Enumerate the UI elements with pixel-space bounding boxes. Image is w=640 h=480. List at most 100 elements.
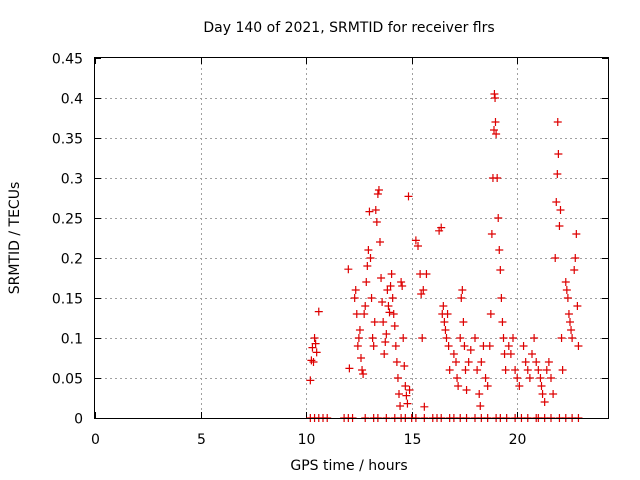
data-point-marker <box>314 307 323 316</box>
data-point-marker <box>564 310 573 318</box>
data-point-marker <box>381 338 390 346</box>
data-point-marker <box>556 206 565 214</box>
data-point-marker <box>553 118 562 126</box>
data-point-marker <box>493 174 502 182</box>
data-point-marker <box>306 376 315 385</box>
data-point-marker <box>461 366 470 374</box>
axis-ticks: 0 0.05 0.1 0.15 0.2 0.25 0.3 0.35 0.4 0.45 0 5 10 15 2… <box>52 52 608 448</box>
data-point-marker <box>558 366 567 374</box>
grid-lines <box>95 58 608 418</box>
data-point-marker <box>540 398 549 406</box>
data-point-marker <box>549 390 558 398</box>
data-point-marker <box>473 366 482 374</box>
data-point-marker <box>506 350 515 358</box>
data-point-marker <box>361 302 370 310</box>
x-tick-label: 20 <box>509 432 527 448</box>
data-point-marker <box>369 342 378 350</box>
data-point-marker <box>566 318 574 326</box>
data-point-marker <box>310 334 319 342</box>
data-point-marker <box>464 358 473 366</box>
data-point-marker <box>555 222 564 230</box>
data-point-marker <box>460 342 469 350</box>
data-point-marker <box>457 294 466 302</box>
data-point-marker <box>404 192 413 201</box>
data-point-marker <box>567 326 576 334</box>
data-point-marker <box>357 354 365 362</box>
data-point-marker <box>374 186 383 194</box>
data-point-marker <box>378 298 387 306</box>
data-point-marker <box>365 207 374 216</box>
data-point-marker <box>509 334 517 342</box>
y-tick-label: 0 <box>74 412 83 428</box>
data-point-marker <box>485 342 494 350</box>
data-point-marker <box>525 374 534 382</box>
data-point-marker <box>389 310 398 318</box>
data-point-marker <box>411 236 420 245</box>
data-point-marker <box>504 342 513 350</box>
data-point-marker <box>359 370 368 378</box>
data-point-marker <box>574 342 583 350</box>
data-point-marker <box>532 358 541 366</box>
data-point-marker <box>419 286 428 294</box>
data-point-marker <box>453 374 462 382</box>
data-point-marker <box>536 374 545 382</box>
data-point-marker <box>458 286 467 294</box>
data-point-marker <box>562 286 571 294</box>
data-point-marker <box>552 198 561 206</box>
data-point-marker <box>571 254 580 262</box>
y-tick-label: 0.45 <box>52 52 83 68</box>
data-point-marker <box>528 350 536 358</box>
data-point-marker <box>352 310 361 318</box>
data-point-marker <box>368 334 377 342</box>
data-point-marker <box>362 278 371 286</box>
data-point-marker <box>385 308 394 317</box>
data-point-marker <box>521 358 530 366</box>
data-point-marker <box>483 382 492 390</box>
data-point-marker <box>441 326 450 334</box>
data-point-marker <box>544 358 553 366</box>
data-point-marker <box>422 270 431 278</box>
data-point-marker <box>499 334 508 342</box>
data-point-marker <box>568 334 577 342</box>
data-point-marker <box>414 242 422 250</box>
y-tick-label: 0.1 <box>61 332 83 348</box>
data-point-marker <box>573 302 582 310</box>
y-tick-label: 0.4 <box>61 92 83 108</box>
data-point-marker <box>476 402 485 410</box>
data-point-marker <box>459 318 468 326</box>
data-point-marker <box>350 294 359 302</box>
data-point-marker <box>519 342 528 350</box>
data-point-marker <box>563 294 572 302</box>
data-point-marker <box>537 382 546 390</box>
data-point-marker <box>402 391 411 400</box>
data-point-marker <box>515 382 524 390</box>
data-point-marker <box>387 270 396 278</box>
x-tick-label: 10 <box>298 432 316 448</box>
data-point-marker <box>373 190 382 198</box>
data-point-marker <box>523 366 532 374</box>
data-point-marker <box>370 318 379 326</box>
data-point-marker <box>487 230 496 238</box>
data-point-marker <box>481 374 490 382</box>
data-point-marker <box>309 358 318 366</box>
data-point-marker <box>397 278 406 286</box>
data-point-marker <box>439 302 448 310</box>
data-point-marker <box>392 358 401 366</box>
data-point-marker <box>491 94 500 102</box>
data-point-marker <box>471 334 479 342</box>
data-point-marker <box>530 334 539 342</box>
data-point-marker <box>511 366 520 374</box>
data-point-marker <box>351 286 360 294</box>
x-tick-label: 5 <box>197 432 206 448</box>
data-point-marker <box>355 326 364 334</box>
data-point-marker <box>452 358 460 366</box>
data-point-marker <box>386 282 395 290</box>
data-point-marker <box>490 90 499 98</box>
data-point-marker <box>498 318 507 326</box>
y-tick-label: 0.35 <box>52 132 83 148</box>
data-point-marker <box>492 130 501 138</box>
data-point-marker <box>534 366 543 374</box>
data-point-marker <box>358 366 367 374</box>
